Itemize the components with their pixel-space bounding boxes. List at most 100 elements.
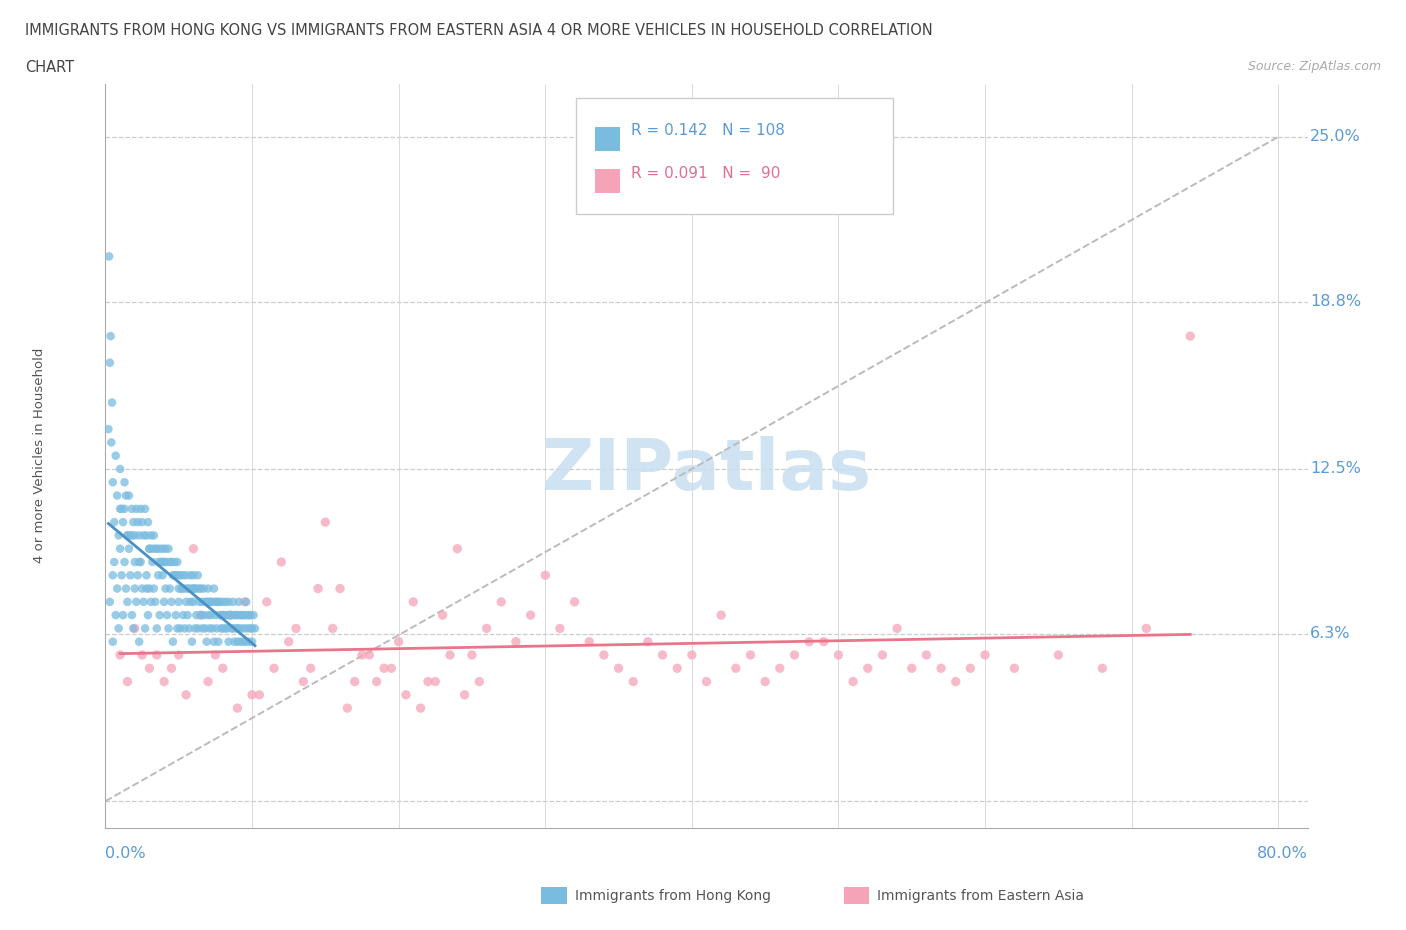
- Point: [138, 541, 160, 556]
- Point: [797, 634, 820, 649]
- Point: [205, 621, 228, 636]
- Point: [231, 621, 253, 636]
- Point: [724, 661, 747, 676]
- Point: [439, 647, 461, 662]
- Point: [200, 594, 222, 609]
- Point: [209, 607, 232, 622]
- Point: [135, 528, 157, 543]
- Point: [548, 621, 571, 636]
- Point: [141, 541, 163, 556]
- Point: [110, 568, 132, 583]
- Point: [157, 621, 180, 636]
- Point: [446, 541, 468, 556]
- Point: [505, 634, 527, 649]
- Point: [148, 554, 170, 569]
- Point: [238, 607, 260, 622]
- Point: [453, 687, 475, 702]
- Point: [114, 475, 136, 490]
- Point: [256, 594, 278, 609]
- Point: [101, 475, 124, 490]
- Point: [212, 607, 235, 622]
- Point: [183, 568, 205, 583]
- Point: [1091, 661, 1114, 676]
- Point: [165, 607, 187, 622]
- Point: [204, 594, 226, 609]
- Point: [167, 568, 190, 583]
- Point: [160, 661, 183, 676]
- Point: [211, 607, 233, 622]
- Point: [125, 501, 148, 516]
- Point: [157, 541, 180, 556]
- Point: [263, 661, 285, 676]
- Point: [239, 621, 262, 636]
- Point: [167, 581, 190, 596]
- Text: ZIPatlas: ZIPatlas: [541, 436, 872, 505]
- Point: [141, 554, 163, 569]
- Point: [225, 621, 247, 636]
- Point: [336, 700, 359, 715]
- Point: [872, 647, 894, 662]
- Point: [108, 541, 131, 556]
- Point: [142, 581, 165, 596]
- Point: [322, 621, 344, 636]
- Point: [176, 581, 198, 596]
- Point: [101, 634, 124, 649]
- Point: [170, 581, 193, 596]
- Point: [145, 647, 167, 662]
- Point: [169, 621, 191, 636]
- Point: [208, 607, 231, 622]
- Point: [945, 674, 967, 689]
- Point: [207, 634, 229, 649]
- Point: [131, 514, 153, 529]
- Point: [198, 594, 221, 609]
- Point: [105, 581, 128, 596]
- Point: [222, 594, 245, 609]
- Point: [118, 541, 141, 556]
- Point: [177, 621, 200, 636]
- Point: [621, 674, 644, 689]
- Point: [193, 607, 215, 622]
- Point: [1047, 647, 1070, 662]
- Point: [107, 621, 129, 636]
- Point: [190, 581, 212, 596]
- Point: [380, 661, 402, 676]
- Point: [204, 647, 226, 662]
- Point: [236, 607, 259, 622]
- Point: [350, 647, 373, 662]
- Text: 4 or more Vehicles in Household: 4 or more Vehicles in Household: [32, 348, 46, 564]
- Point: [232, 634, 254, 649]
- Point: [160, 554, 183, 569]
- Point: [176, 607, 198, 622]
- Point: [153, 674, 176, 689]
- Point: [373, 661, 395, 676]
- Point: [108, 461, 131, 476]
- Point: [97, 421, 120, 436]
- Point: [104, 607, 127, 622]
- Text: 12.5%: 12.5%: [1310, 461, 1361, 476]
- Point: [167, 594, 190, 609]
- Point: [117, 594, 139, 609]
- Point: [150, 554, 173, 569]
- Point: [226, 621, 249, 636]
- Point: [101, 568, 124, 583]
- Point: [564, 594, 586, 609]
- Point: [184, 621, 207, 636]
- Point: [132, 594, 155, 609]
- Point: [233, 607, 256, 622]
- Text: 25.0%: 25.0%: [1310, 129, 1361, 144]
- Point: [124, 554, 146, 569]
- Point: [593, 647, 616, 662]
- Point: [783, 647, 806, 662]
- Point: [181, 581, 204, 596]
- Point: [240, 634, 263, 649]
- Point: [187, 621, 209, 636]
- Point: [105, 488, 128, 503]
- Point: [201, 594, 224, 609]
- Point: [134, 621, 156, 636]
- Point: [856, 661, 879, 676]
- Point: [177, 581, 200, 596]
- Point: [128, 634, 150, 649]
- Point: [129, 554, 152, 569]
- Point: [163, 554, 186, 569]
- Point: [229, 634, 252, 649]
